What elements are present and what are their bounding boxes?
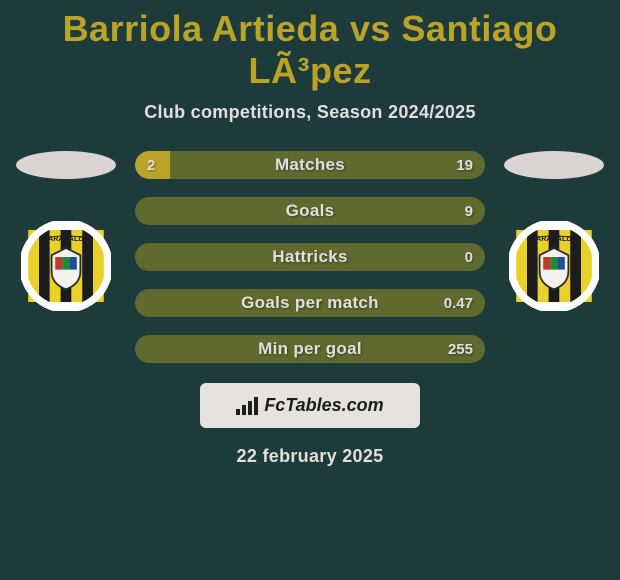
club-crest-icon: BARAKALDO <box>21 221 111 311</box>
club-name-text: BARAKALDO <box>43 234 90 243</box>
club-crest-icon: BARAKALDO <box>509 221 599 311</box>
flag-right <box>504 151 604 179</box>
body-row: BARAKALDO Matches2 19 Goals9 Hattricks0 Goal… <box>0 151 620 363</box>
stat-bar: Matches2 19 <box>135 151 485 179</box>
stat-bar: Goals per match0.47 <box>135 289 485 317</box>
stat-bar-right-value: 9 <box>465 197 473 225</box>
flag-left <box>16 151 116 179</box>
stat-bar-right-value: 0 <box>465 243 473 271</box>
side-left: BARAKALDO <box>11 151 121 311</box>
bars-icon <box>236 397 258 415</box>
stat-bar-label: Goals per match <box>135 289 485 317</box>
club-badge-right: BARAKALDO <box>509 221 599 311</box>
comparison-card: Barriola Artieda vs Santiago LÃ³pez Club… <box>0 0 620 580</box>
player-a-name: Barriola Artieda <box>63 8 340 49</box>
stat-bar-label: Matches <box>135 151 485 179</box>
stat-bar-right-value: 19 <box>456 151 473 179</box>
stat-bars: Matches2 19 Goals9 Hattricks0 Goals per matc… <box>135 151 485 363</box>
stat-bar: Min per goal255 <box>135 335 485 363</box>
date-label: 22 february 2025 <box>0 446 620 467</box>
stat-bar: Goals9 <box>135 197 485 225</box>
stat-bar: Hattricks0 <box>135 243 485 271</box>
stat-bar-right-value: 255 <box>448 335 473 363</box>
branding-text: FcTables.com <box>264 395 383 416</box>
club-badge-left: BARAKALDO <box>21 221 111 311</box>
vs-separator: vs <box>350 8 391 49</box>
stat-bar-right-value: 0.47 <box>444 289 473 317</box>
stat-bar-label: Hattricks <box>135 243 485 271</box>
stat-bar-label: Goals <box>135 197 485 225</box>
club-name-text: BARAKALDO <box>531 234 578 243</box>
branding-badge: FcTables.com <box>200 383 420 428</box>
side-right: BARAKALDO <box>499 151 609 311</box>
stat-bar-left-value: 2 <box>147 151 155 179</box>
page-title: Barriola Artieda vs Santiago LÃ³pez <box>0 0 620 92</box>
stat-bar-label: Min per goal <box>135 335 485 363</box>
subtitle: Club competitions, Season 2024/2025 <box>0 102 620 123</box>
